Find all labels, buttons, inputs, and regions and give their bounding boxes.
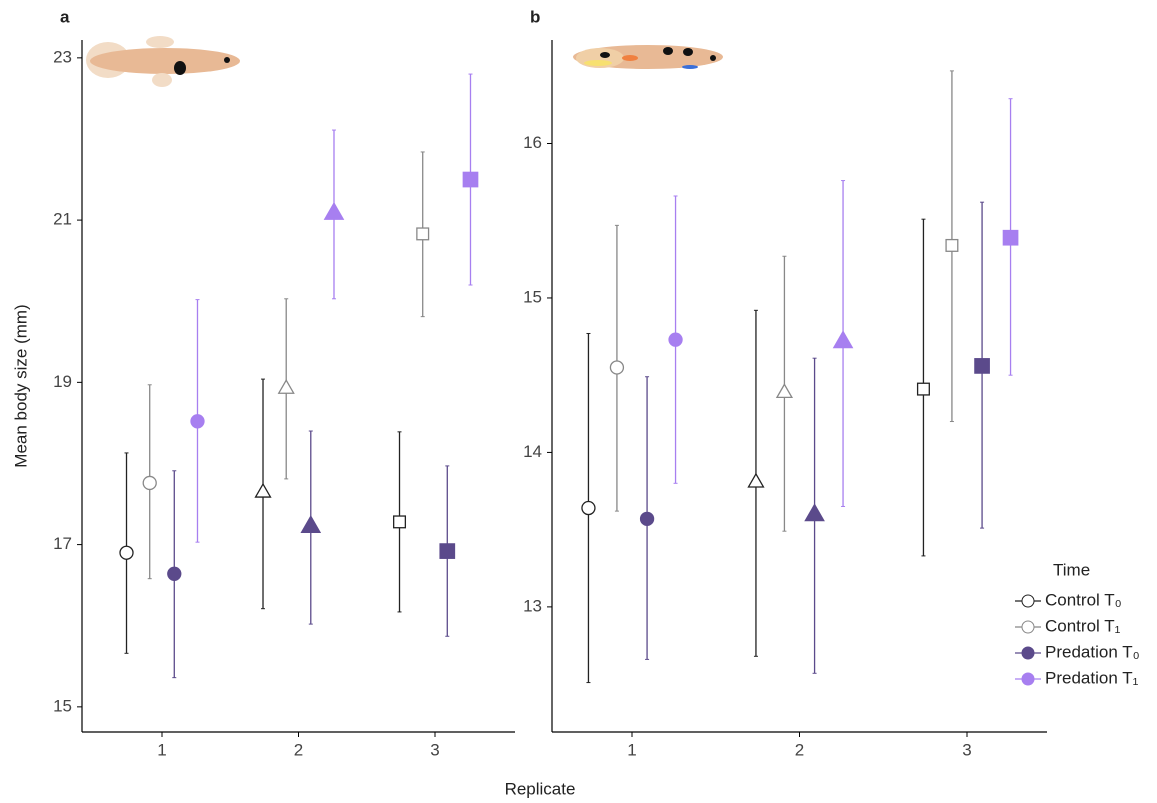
y-tick-label: 16 (523, 133, 542, 152)
y-tick-label: 15 (53, 696, 72, 715)
legend-marker (1021, 646, 1035, 660)
legend-title: Time (1053, 560, 1090, 579)
fish-illustration-b (573, 45, 723, 69)
legend-label: Control T₀ (1045, 590, 1122, 609)
x-axis-label: Replicate (505, 779, 576, 798)
marker (804, 503, 825, 522)
legend-label: Predation T₀ (1045, 642, 1140, 661)
marker (945, 238, 959, 252)
marker (142, 475, 157, 491)
legend-label: Predation T₁ (1045, 668, 1139, 687)
marker (323, 201, 345, 220)
marker (916, 382, 930, 396)
x-tick-label: 2 (795, 740, 804, 759)
panel-label: a (60, 7, 70, 26)
marker (668, 332, 683, 347)
marker (462, 171, 479, 188)
marker (254, 482, 272, 498)
marker (832, 330, 854, 349)
y-tick-label: 19 (53, 372, 72, 391)
marker (775, 383, 794, 399)
marker (1002, 229, 1019, 246)
legend-label: Control T₁ (1045, 616, 1121, 635)
y-tick-label: 21 (53, 210, 72, 229)
y-tick-label: 14 (523, 442, 542, 461)
y-axis-label: Mean body size (mm) (11, 304, 30, 467)
panel-label: b (530, 7, 540, 26)
legend-marker (1021, 620, 1035, 634)
x-tick-label: 1 (157, 740, 166, 759)
marker (439, 543, 456, 559)
marker (300, 515, 322, 533)
y-tick-label: 15 (523, 287, 542, 306)
y-tick-label: 13 (523, 596, 542, 615)
marker (119, 545, 134, 560)
y-tick-label: 23 (53, 47, 72, 66)
legend-marker (1021, 594, 1035, 608)
marker (609, 360, 625, 375)
legend-marker (1021, 672, 1035, 686)
x-tick-label: 2 (294, 740, 303, 759)
x-tick-label: 3 (430, 740, 439, 759)
marker (639, 511, 655, 526)
marker (393, 515, 407, 529)
marker (581, 500, 596, 516)
marker (974, 358, 990, 374)
marker (747, 472, 765, 488)
marker (416, 227, 430, 241)
marker (190, 414, 205, 429)
x-tick-label: 3 (962, 740, 971, 759)
y-tick-label: 17 (53, 534, 72, 553)
fish-illustration-a (86, 36, 240, 87)
marker (277, 378, 295, 394)
x-tick-label: 1 (627, 740, 636, 759)
marker (167, 566, 182, 581)
